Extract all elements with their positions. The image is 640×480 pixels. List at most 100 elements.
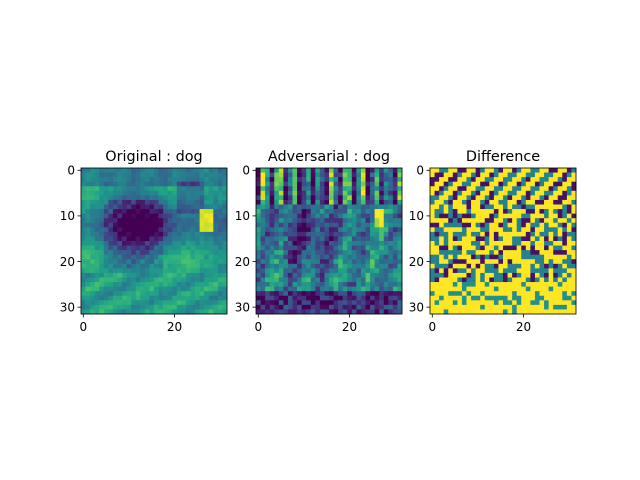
heatmap-cell (507, 181, 513, 187)
heatmap-cell (81, 277, 86, 283)
heatmap-cell (292, 172, 298, 178)
heatmap-cell (167, 199, 173, 205)
heatmap-cell (333, 236, 339, 242)
heatmap-cell (430, 186, 435, 192)
heatmap-cell (297, 222, 302, 228)
heatmap-cell (85, 254, 91, 260)
heatmap-cell (103, 177, 109, 183)
heatmap-cell (301, 199, 307, 205)
heatmap-cell (434, 263, 440, 269)
heatmap-cell (260, 277, 266, 283)
heatmap-cell (158, 254, 164, 260)
heatmap-cell (548, 286, 554, 292)
heatmap-cell (525, 227, 531, 233)
heatmap-cell (521, 168, 527, 173)
heatmap-cell (452, 177, 458, 183)
heatmap-cell (452, 259, 458, 265)
heatmap-cell (392, 309, 398, 315)
heatmap-cell (484, 259, 490, 265)
heatmap-cell (204, 231, 210, 237)
heatmap-cell (324, 213, 330, 219)
heatmap-cell (283, 295, 289, 301)
heatmap-cell (190, 177, 196, 183)
heatmap-cell (176, 190, 182, 196)
heatmap-cell (310, 277, 316, 283)
heatmap-cell (108, 268, 114, 274)
heatmap-cell (81, 213, 86, 219)
heatmap-cell (562, 254, 568, 260)
heatmap-cell (338, 218, 344, 224)
x-tick-label: 20 (167, 320, 182, 334)
heatmap-cell (534, 199, 540, 205)
heatmap-cell (452, 241, 458, 246)
heatmap-cell (204, 186, 210, 192)
heatmap-cell (338, 177, 344, 183)
heatmap-cell (534, 222, 540, 228)
heatmap-cell (222, 282, 228, 287)
heatmap-cell (461, 241, 467, 246)
heatmap-cell (81, 272, 86, 278)
heatmap-cell (374, 236, 380, 242)
heatmap-cell (521, 263, 527, 269)
heatmap-cell (208, 300, 214, 306)
heatmap-cell (117, 304, 123, 310)
heatmap-cell (144, 241, 150, 246)
heatmap-cell (269, 277, 275, 283)
heatmap-cell (329, 199, 334, 205)
heatmap-cell (351, 263, 357, 269)
heatmap-cell (176, 254, 182, 260)
heatmap-cell (122, 168, 127, 173)
heatmap-cell (181, 295, 187, 301)
heatmap-cell (222, 300, 228, 306)
heatmap-cell (370, 286, 375, 292)
heatmap-cell (256, 222, 261, 228)
heatmap-cell (553, 254, 559, 260)
heatmap-cell (484, 304, 490, 310)
heatmap-cell (99, 190, 105, 196)
heatmap-cell (498, 300, 504, 306)
heatmap-cell (471, 213, 476, 219)
heatmap-cell (484, 168, 490, 173)
heatmap-cell (158, 213, 164, 219)
heatmap-cell (443, 250, 449, 256)
heatmap-cell (297, 181, 302, 187)
heatmap-cell (269, 263, 275, 269)
heatmap-cell (204, 218, 210, 224)
heatmap-cell (319, 241, 325, 246)
heatmap-cell (434, 277, 440, 283)
heatmap-cell (566, 168, 572, 173)
heatmap-cell (489, 277, 495, 283)
heatmap-cell (99, 268, 105, 274)
heatmap-cell (297, 291, 302, 297)
heatmap-cell (356, 286, 362, 292)
heatmap-cell (172, 231, 178, 237)
heatmap-cell (356, 204, 362, 210)
heatmap-cell (512, 263, 518, 269)
heatmap-cell (388, 241, 394, 246)
heatmap-cell (480, 245, 486, 251)
heatmap-cell (190, 304, 196, 310)
heatmap-cell (306, 190, 312, 196)
heatmap-cell (365, 300, 371, 306)
heatmap-cell (306, 168, 312, 173)
heatmap-cell (172, 295, 178, 301)
heatmap-cell (471, 227, 476, 233)
heatmap-cell (512, 286, 518, 292)
heatmap-cell (199, 204, 205, 210)
heatmap-cell (131, 259, 137, 265)
heatmap-cell (112, 268, 118, 274)
heatmap-cell (94, 172, 100, 178)
heatmap-cell (342, 168, 348, 173)
heatmap-cell (475, 213, 481, 219)
heatmap-cell (122, 231, 127, 237)
heatmap-cell (283, 204, 289, 210)
heatmap-cell (475, 236, 481, 242)
heatmap-cell (507, 222, 513, 228)
heatmap-cell (315, 272, 321, 278)
heatmap-cell (265, 286, 271, 292)
heatmap-cell (190, 231, 196, 237)
heatmap-cell (443, 195, 449, 201)
heatmap-cell (81, 268, 86, 274)
heatmap-cell (342, 291, 348, 297)
heatmap-cell (94, 268, 100, 274)
